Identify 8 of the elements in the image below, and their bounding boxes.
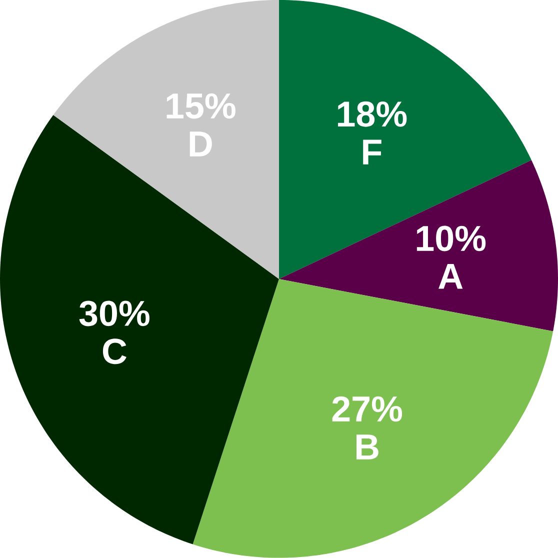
slice-label: A xyxy=(438,264,463,289)
slice-label: B xyxy=(356,434,378,460)
slice-label: F xyxy=(363,140,382,164)
data-label: 10% xyxy=(416,226,486,252)
data-label: 18% xyxy=(338,101,407,127)
data-label: 27% xyxy=(332,396,402,422)
data-label: 30% xyxy=(79,300,150,326)
slice-label: C xyxy=(102,338,126,364)
